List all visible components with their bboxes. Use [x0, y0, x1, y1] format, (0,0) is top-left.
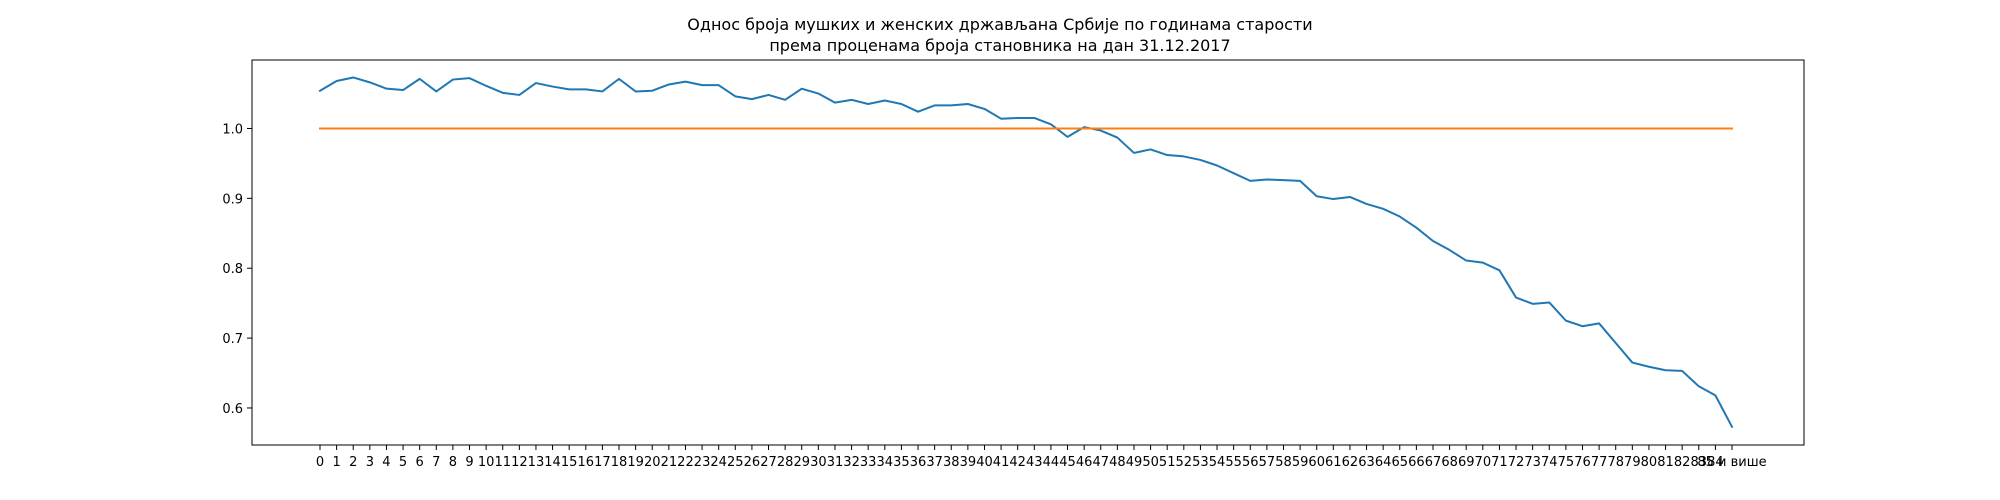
y-tick-label: 0.7	[222, 332, 243, 347]
axes: 0.60.70.80.91.00 1 2 3 4 5 6 7 8 9 10 11 12 13 14 15 16 1…	[222, 59, 1805, 470]
x-tick-label: 12	[511, 455, 528, 470]
x-tick-label: 63	[1358, 455, 1375, 470]
x-tick-label: 62	[1342, 455, 1359, 470]
x-tick-label: 76	[1574, 455, 1591, 470]
x-tick-label: 34	[877, 455, 894, 470]
x-tick-label: 37	[926, 455, 943, 470]
x-tick-label: 81	[1657, 455, 1674, 470]
x-tick-label: 13	[528, 455, 545, 470]
x-tick-label: 11	[494, 455, 511, 470]
x-tick-label: 9	[465, 455, 473, 470]
x-tick-label: 61	[1325, 455, 1342, 470]
x-tick-label: 22	[677, 455, 694, 470]
x-tick-label: 67	[1425, 455, 1442, 470]
x-tick-label: 30	[810, 455, 827, 470]
x-tick-label: 35	[893, 455, 910, 470]
x-tick-label: 46	[1076, 455, 1093, 470]
x-tick-label: 57	[1259, 455, 1276, 470]
y-tick-label: 0.6	[222, 402, 243, 417]
x-tick-label: 38	[943, 455, 960, 470]
x-tick-label: 31	[827, 455, 844, 470]
plot-frame	[251, 59, 1805, 446]
x-tick-label: 51	[1159, 455, 1176, 470]
x-tick-label: 71	[1491, 455, 1508, 470]
x-tick-label: 28	[777, 455, 794, 470]
x-tick-label: 65	[1391, 455, 1408, 470]
chart-subtitle: према проценама броја становника на дан …	[769, 36, 1230, 55]
x-tick-label: 45	[1059, 455, 1076, 470]
x-tick-label: 52	[1176, 455, 1193, 470]
x-tick-label: 59	[1292, 455, 1309, 470]
x-tick-label: 84	[1707, 455, 1724, 470]
x-tick-label: 5	[399, 455, 407, 470]
x-tick-label: 29	[793, 455, 810, 470]
x-tick-label: 55	[1225, 455, 1242, 470]
x-tick-label: 80	[1641, 455, 1658, 470]
y-tick-label: 0.9	[222, 192, 243, 207]
x-tick-label: 66	[1408, 455, 1425, 470]
y-tick-label: 1.0	[222, 122, 243, 137]
x-tick-label: 78	[1607, 455, 1624, 470]
chart-title: Однос броја мушких и женских држављана С…	[687, 15, 1312, 34]
x-tick-label: 64	[1375, 455, 1392, 470]
x-tick-label: 85 и више	[1697, 455, 1766, 470]
x-tick-label: 48	[1109, 455, 1126, 470]
x-tick-label: 2	[349, 455, 357, 470]
x-tick-label: 21	[661, 455, 678, 470]
x-tick-label: 42	[1009, 455, 1026, 470]
x-tick-label: 1	[332, 455, 340, 470]
x-tick-label: 47	[1092, 455, 1109, 470]
x-tick-label: 69	[1458, 455, 1475, 470]
x-tick-label: 49	[1126, 455, 1143, 470]
x-tick-label: 0	[316, 455, 324, 470]
x-tick-label: 75	[1558, 455, 1575, 470]
x-tick-label: 73	[1524, 455, 1541, 470]
x-tick-label: 43	[1026, 455, 1043, 470]
x-tick-label: 32	[843, 455, 860, 470]
x-tick-label: 19	[627, 455, 644, 470]
x-tick-label: 58	[1275, 455, 1292, 470]
x-tick-label: 82	[1674, 455, 1691, 470]
x-tick-label: 23	[694, 455, 711, 470]
x-tick-label: 15	[561, 455, 578, 470]
series-line-0	[318, 76, 1734, 429]
x-tick-label: 10	[478, 455, 495, 470]
x-tick-label: 26	[744, 455, 761, 470]
x-tick-label: 68	[1441, 455, 1458, 470]
x-tick-label: 53	[1192, 455, 1209, 470]
x-tick-label: 54	[1209, 455, 1226, 470]
x-tick-label: 24	[710, 455, 727, 470]
x-tick-label: 6	[416, 455, 424, 470]
x-tick-label: 36	[910, 455, 927, 470]
x-tick-label: 7	[432, 455, 440, 470]
y-tick-label: 0.8	[222, 262, 243, 277]
x-tick-label: 79	[1624, 455, 1641, 470]
x-tick-label: 74	[1541, 455, 1558, 470]
x-tick-label: 8	[449, 455, 457, 470]
x-tick-label: 77	[1591, 455, 1608, 470]
plot-area	[318, 76, 1734, 429]
x-tick-label: 70	[1475, 455, 1492, 470]
x-tick-label: 16	[578, 455, 595, 470]
x-tick-label: 20	[644, 455, 661, 470]
x-tick-label: 18	[611, 455, 628, 470]
x-tick-label: 44	[1043, 455, 1060, 470]
x-tick-label: 39	[960, 455, 977, 470]
x-tick-label: 41	[993, 455, 1010, 470]
x-tick-label: 60	[1308, 455, 1325, 470]
x-tick-label: 17	[594, 455, 611, 470]
x-tick-label: 83	[1691, 455, 1708, 470]
x-tick-label: 33	[860, 455, 877, 470]
x-tick-label: 14	[544, 455, 561, 470]
x-tick-label: 25	[727, 455, 744, 470]
x-tick-label: 56	[1242, 455, 1259, 470]
x-tick-label: 27	[760, 455, 777, 470]
x-tick-label: 40	[976, 455, 993, 470]
x-tick-label: 50	[1142, 455, 1159, 470]
x-tick-label: 4	[382, 455, 390, 470]
x-tick-label: 3	[366, 455, 374, 470]
x-tick-label: 72	[1508, 455, 1525, 470]
